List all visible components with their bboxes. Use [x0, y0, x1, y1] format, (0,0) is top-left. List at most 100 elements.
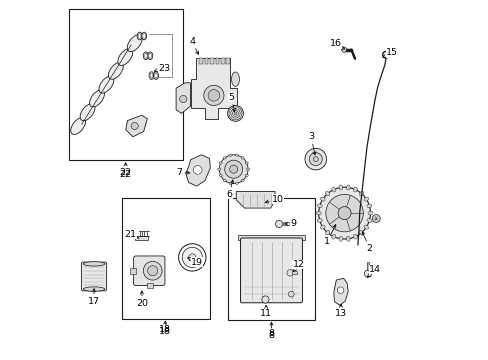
- Polygon shape: [190, 58, 237, 119]
- Text: 18: 18: [159, 321, 171, 336]
- Ellipse shape: [235, 182, 238, 184]
- Polygon shape: [176, 83, 190, 113]
- Bar: [210, 58, 213, 64]
- Circle shape: [229, 165, 237, 173]
- Circle shape: [309, 153, 322, 166]
- Text: 23: 23: [154, 64, 170, 73]
- Ellipse shape: [144, 53, 147, 58]
- Circle shape: [147, 266, 158, 276]
- Text: 1: 1: [324, 225, 335, 246]
- Ellipse shape: [143, 52, 148, 60]
- Ellipse shape: [154, 73, 157, 78]
- Text: 12: 12: [292, 260, 304, 272]
- Ellipse shape: [317, 219, 322, 222]
- Polygon shape: [236, 192, 275, 208]
- Circle shape: [371, 215, 380, 222]
- Bar: [215, 58, 219, 64]
- Circle shape: [203, 85, 224, 105]
- Text: 11: 11: [260, 305, 271, 318]
- Text: 2: 2: [362, 232, 372, 253]
- Ellipse shape: [223, 179, 226, 181]
- Circle shape: [286, 270, 293, 276]
- Ellipse shape: [353, 187, 357, 192]
- Bar: [291, 271, 297, 274]
- Circle shape: [325, 194, 363, 232]
- Circle shape: [364, 270, 371, 277]
- Ellipse shape: [153, 72, 158, 80]
- Bar: [221, 58, 224, 64]
- Bar: [130, 268, 136, 274]
- Bar: [147, 283, 153, 288]
- Ellipse shape: [228, 182, 232, 184]
- Text: 3: 3: [307, 132, 315, 155]
- Circle shape: [188, 254, 196, 261]
- Ellipse shape: [138, 33, 141, 39]
- Ellipse shape: [244, 162, 248, 164]
- Text: 18: 18: [159, 325, 171, 334]
- Ellipse shape: [118, 49, 132, 66]
- Text: 7: 7: [176, 168, 189, 177]
- Circle shape: [193, 166, 202, 174]
- Circle shape: [178, 244, 205, 271]
- Bar: [199, 58, 203, 64]
- Ellipse shape: [363, 197, 368, 201]
- Ellipse shape: [142, 33, 145, 39]
- Ellipse shape: [137, 32, 142, 40]
- Bar: [228, 198, 314, 320]
- Circle shape: [337, 287, 343, 293]
- Circle shape: [131, 122, 138, 130]
- Circle shape: [261, 296, 268, 303]
- Ellipse shape: [149, 72, 154, 80]
- Ellipse shape: [89, 90, 104, 107]
- Text: 17: 17: [88, 289, 100, 306]
- Text: 6: 6: [226, 180, 233, 199]
- Ellipse shape: [83, 287, 104, 291]
- Ellipse shape: [235, 154, 238, 156]
- Ellipse shape: [316, 211, 321, 215]
- Bar: [135, 236, 148, 240]
- Text: 13: 13: [334, 304, 346, 318]
- Ellipse shape: [223, 157, 226, 159]
- Ellipse shape: [217, 168, 221, 170]
- Ellipse shape: [367, 211, 372, 215]
- Text: 8: 8: [268, 322, 274, 340]
- Bar: [122, 198, 210, 319]
- Bar: [238, 235, 304, 240]
- Text: 10: 10: [265, 194, 284, 203]
- Text: 8: 8: [268, 328, 274, 338]
- Bar: [204, 58, 208, 64]
- Ellipse shape: [338, 185, 342, 190]
- Circle shape: [143, 261, 162, 280]
- Text: 15: 15: [382, 49, 397, 57]
- Bar: [282, 222, 290, 225]
- Ellipse shape: [325, 191, 329, 196]
- Text: 4: 4: [189, 37, 198, 54]
- Circle shape: [219, 155, 247, 184]
- Ellipse shape: [241, 179, 244, 181]
- Ellipse shape: [366, 204, 371, 208]
- FancyBboxPatch shape: [133, 256, 164, 285]
- Circle shape: [224, 160, 242, 178]
- Ellipse shape: [80, 104, 95, 121]
- Ellipse shape: [219, 162, 222, 164]
- Text: 16: 16: [329, 40, 344, 49]
- Ellipse shape: [228, 154, 232, 156]
- Ellipse shape: [338, 236, 342, 241]
- FancyBboxPatch shape: [240, 238, 302, 303]
- Ellipse shape: [150, 73, 153, 78]
- Ellipse shape: [142, 32, 146, 40]
- Ellipse shape: [359, 191, 363, 196]
- Ellipse shape: [320, 225, 325, 229]
- Ellipse shape: [353, 234, 357, 239]
- Text: 14: 14: [366, 265, 380, 277]
- Circle shape: [275, 220, 282, 228]
- Ellipse shape: [246, 168, 249, 170]
- Ellipse shape: [241, 157, 244, 159]
- Ellipse shape: [127, 35, 142, 52]
- Circle shape: [288, 291, 294, 297]
- Bar: [69, 9, 183, 160]
- Polygon shape: [333, 278, 347, 305]
- Text: 22: 22: [120, 170, 131, 179]
- Polygon shape: [185, 155, 210, 186]
- Ellipse shape: [99, 76, 114, 93]
